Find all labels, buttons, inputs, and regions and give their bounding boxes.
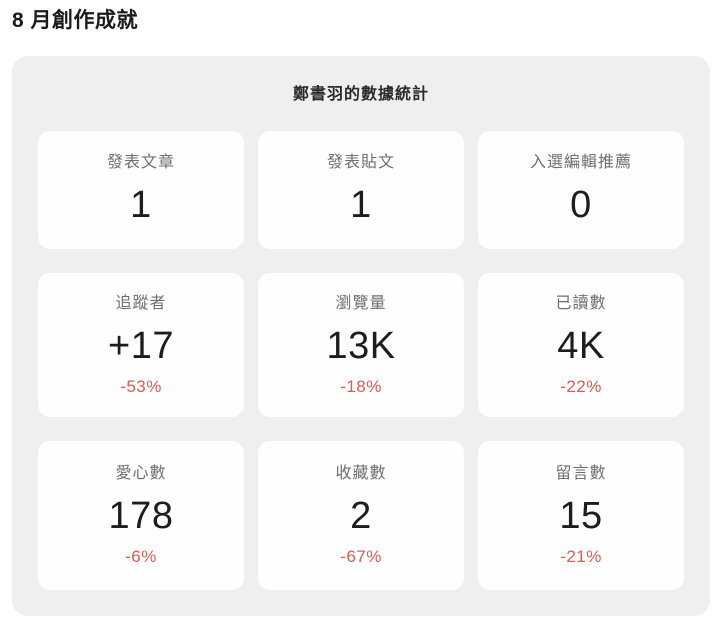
stat-label: 愛心數 bbox=[115, 465, 167, 482]
stat-label: 發表貼文 bbox=[326, 154, 395, 171]
stat-delta: -53% bbox=[120, 376, 162, 396]
stat-card-articles: 發表文章 1 bbox=[38, 131, 244, 249]
stat-value: 4K bbox=[557, 324, 605, 367]
stat-label: 已讀數 bbox=[555, 294, 607, 312]
stat-card-reads: 已讀數 4K -22% bbox=[478, 273, 684, 417]
stat-delta: -21% bbox=[560, 547, 602, 566]
page-title: 8 月創作成就 bbox=[12, 9, 139, 32]
stat-label: 瀏覽量 bbox=[335, 294, 387, 312]
stat-card-comments: 留言數 15 -21% bbox=[478, 441, 684, 590]
stat-value: 0 bbox=[570, 184, 592, 226]
stat-value: 1 bbox=[130, 184, 152, 226]
stat-value: 15 bbox=[559, 495, 603, 537]
stats-grid: 發表文章 1 發表貼文 1 入選編輯推薦 0 追蹤者 +17 -53% 瀏覽量 … bbox=[38, 131, 684, 590]
panel-heading: 鄭書羽的數據統計 bbox=[292, 86, 429, 103]
stat-delta: -6% bbox=[125, 547, 157, 566]
stats-panel: 鄭書羽的數據統計 發表文章 1 發表貼文 1 入選編輯推薦 0 追蹤者 +17 … bbox=[12, 56, 710, 616]
stat-delta: -22% bbox=[560, 376, 602, 396]
stat-value: 178 bbox=[108, 495, 174, 537]
stat-card-posts: 發表貼文 1 bbox=[258, 131, 464, 249]
stat-label: 追蹤者 bbox=[115, 294, 167, 312]
stat-label: 收藏數 bbox=[335, 465, 387, 482]
stat-delta: -18% bbox=[340, 376, 382, 396]
stat-card-likes: 愛心數 178 -6% bbox=[38, 441, 244, 590]
stat-card-bookmarks: 收藏數 2 -67% bbox=[258, 441, 464, 590]
stat-card-views: 瀏覽量 13K -18% bbox=[258, 273, 464, 417]
stat-label: 留言數 bbox=[555, 465, 607, 482]
stat-label: 入選編輯推薦 bbox=[529, 154, 632, 171]
stat-value: 1 bbox=[350, 184, 372, 226]
stat-delta: -67% bbox=[340, 547, 382, 566]
stat-label: 發表文章 bbox=[106, 154, 175, 171]
stat-card-followers: 追蹤者 +17 -53% bbox=[38, 273, 244, 417]
stat-value: 13K bbox=[326, 324, 396, 367]
stat-value: 2 bbox=[350, 495, 372, 537]
stat-value: +17 bbox=[108, 324, 174, 367]
stat-card-editor-picks: 入選編輯推薦 0 bbox=[478, 131, 684, 249]
